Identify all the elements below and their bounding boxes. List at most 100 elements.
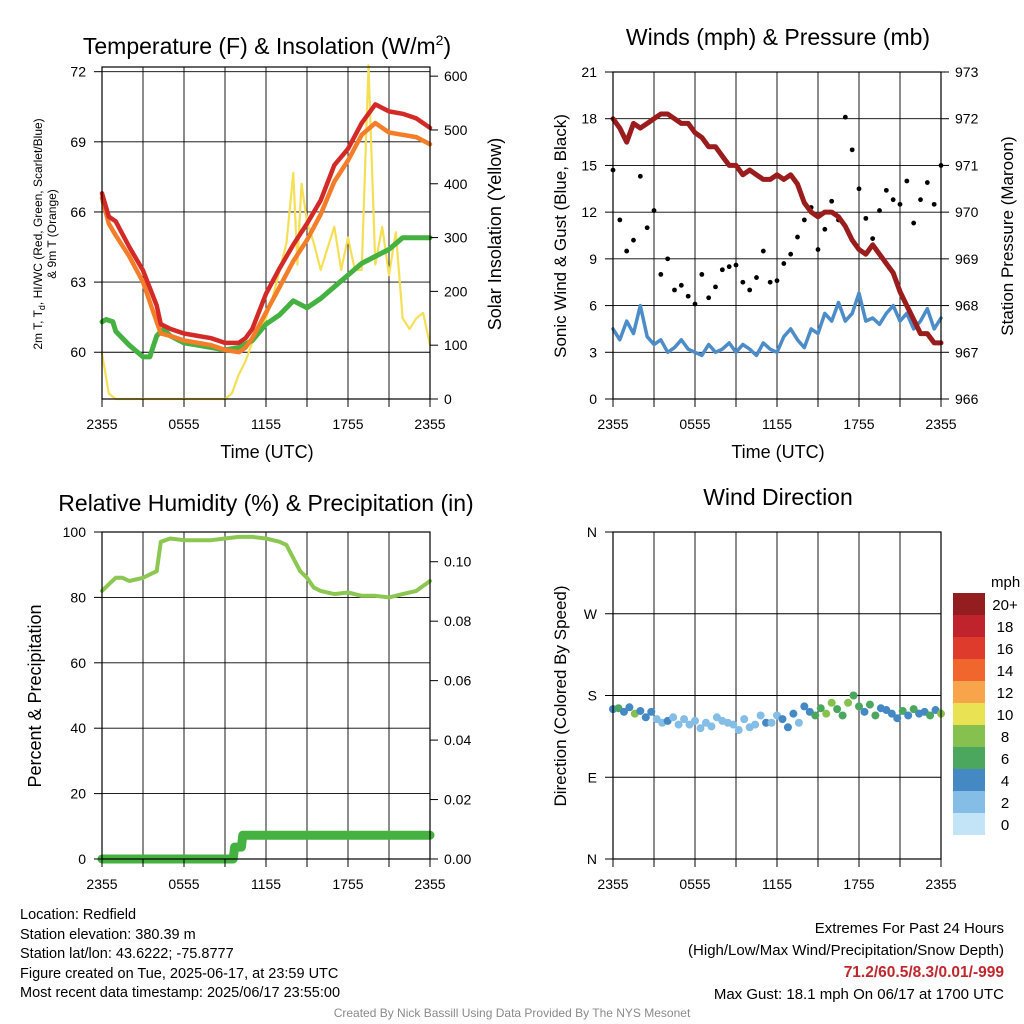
y-tick-label: 12 xyxy=(581,204,597,220)
legend-label: 0 xyxy=(1001,817,1009,834)
rh-line xyxy=(100,534,432,600)
direction-point xyxy=(641,713,650,722)
y2-tick-label: 968 xyxy=(955,298,979,314)
temp-axis-ticks: 2355 0555 1155 1755 2355 60 63 66 69 72 0 100 200 300… xyxy=(70,64,467,432)
direction-point xyxy=(762,718,771,727)
gust-point xyxy=(747,287,753,293)
direction-point xyxy=(751,720,760,729)
y-tick-label: 9 xyxy=(589,251,597,267)
gust-point xyxy=(726,264,732,270)
y-tick-label: 40 xyxy=(70,720,86,736)
legend-label: 12 xyxy=(997,685,1014,702)
y2-tick-label: 973 xyxy=(955,64,979,80)
gust-point xyxy=(849,147,855,153)
direction-point xyxy=(860,707,869,716)
legend-swatch xyxy=(953,593,985,615)
gust-point xyxy=(672,287,677,293)
gust-point xyxy=(760,248,766,254)
y-tick-label: N xyxy=(587,524,597,540)
gust-point xyxy=(931,201,937,207)
rh-grid xyxy=(101,531,431,860)
x-tick-label: 1155 xyxy=(251,416,281,432)
direction-point xyxy=(729,720,738,729)
direction-chart-title: Wind Direction xyxy=(703,484,853,510)
x-tick-label: 2355 xyxy=(414,876,445,892)
legend-label: 20+ xyxy=(992,597,1018,614)
location-text: Location: Redfield xyxy=(20,907,137,923)
y-tick-label: 15 xyxy=(581,157,597,173)
y2-tick-label: 970 xyxy=(955,204,979,220)
direction-point xyxy=(794,718,803,727)
winds-y2-axis-label: Station Pressure (Maroon) xyxy=(998,136,1017,335)
gust-point xyxy=(877,208,882,213)
gust-point xyxy=(870,236,876,242)
direction-point xyxy=(838,711,847,720)
gust-point xyxy=(644,225,650,231)
y2-tick-label: 0.00 xyxy=(444,851,471,867)
winds-series xyxy=(610,111,944,358)
y-tick-label: 72 xyxy=(70,64,86,80)
x-tick-label: 1755 xyxy=(843,876,874,892)
wind-speed-line xyxy=(611,291,943,358)
y2-tick-label: 0.02 xyxy=(444,792,471,808)
legend-label: 16 xyxy=(997,641,1014,658)
credit-line: Created By Nick Bassill Using Data Provi… xyxy=(333,1006,691,1020)
gust-point xyxy=(637,173,643,179)
direction-point xyxy=(855,702,863,711)
gust-point xyxy=(706,295,712,301)
direction-point xyxy=(707,722,716,731)
y-tick-label: 80 xyxy=(70,589,86,605)
direction-point xyxy=(849,691,858,700)
gust-point xyxy=(781,261,787,266)
station-info: Location: Redfield Station elevation: 38… xyxy=(20,906,340,1004)
direction-point xyxy=(636,706,645,715)
x-tick-label: 0555 xyxy=(679,876,710,892)
y2-tick-label: 0.04 xyxy=(444,732,471,748)
direction-grid xyxy=(612,531,942,860)
legend-swatch xyxy=(953,681,985,703)
gust-point xyxy=(774,278,780,284)
temp-y-axis-label-line2: & 9m T (Orange) xyxy=(45,189,59,279)
legend-swatch xyxy=(953,637,985,659)
y2-tick-label: 0 xyxy=(444,391,452,407)
x-tick-label: 0555 xyxy=(168,876,199,892)
wind-direction-panel: Wind Direction 2355 0555 1155 1755 2355NESWN… xyxy=(551,484,1020,892)
legend-label: 8 xyxy=(1001,729,1009,746)
temp-y-axis-label-line1: 2m T, Td, HI/WC (Red, Green, Scarlet/Blu… xyxy=(31,118,47,349)
y2-tick-label: 600 xyxy=(444,68,468,84)
x-tick-label: 2355 xyxy=(925,416,956,432)
direction-point xyxy=(811,711,820,720)
temp-y2-axis-label: Solar Insolation (Yellow) xyxy=(485,138,505,330)
gust-point xyxy=(719,267,725,273)
temp-grid xyxy=(101,67,431,399)
rh-series xyxy=(97,534,435,864)
direction-point xyxy=(696,724,705,733)
y-tick-label: 0 xyxy=(589,391,597,407)
direction-point xyxy=(893,714,902,723)
temp-chart-title: Temperature (F) & Insolation (W/m2) xyxy=(83,32,451,59)
y-tick-label: 18 xyxy=(581,111,597,127)
legend-label: 10 xyxy=(997,707,1014,724)
y-tick-label: 63 xyxy=(70,274,86,290)
y2-tick-label: 0.06 xyxy=(444,673,471,689)
direction-point xyxy=(827,698,836,707)
y2-tick-label: 972 xyxy=(955,111,979,127)
y2-tick-label: 971 xyxy=(955,157,979,173)
direction-point xyxy=(625,703,634,712)
direction-point xyxy=(865,700,874,709)
legend-swatch xyxy=(953,659,985,681)
legend-swatch xyxy=(953,769,985,791)
y2-tick-label: 0.08 xyxy=(444,613,471,629)
direction-point xyxy=(691,716,699,725)
x-tick-label: 0555 xyxy=(168,416,199,432)
gust-point xyxy=(911,220,917,226)
max-gust-text: Max Gust: 18.1 mph On 06/17 at 1700 UTC xyxy=(713,986,1004,1003)
y-tick-label: S xyxy=(588,688,597,704)
x-tick-label: 2355 xyxy=(925,876,956,892)
direction-point xyxy=(680,715,689,724)
direction-point xyxy=(767,718,776,727)
direction-point xyxy=(674,720,683,729)
y2-tick-label: 400 xyxy=(444,176,468,192)
gust-point xyxy=(678,282,684,288)
gust-point xyxy=(713,284,718,290)
